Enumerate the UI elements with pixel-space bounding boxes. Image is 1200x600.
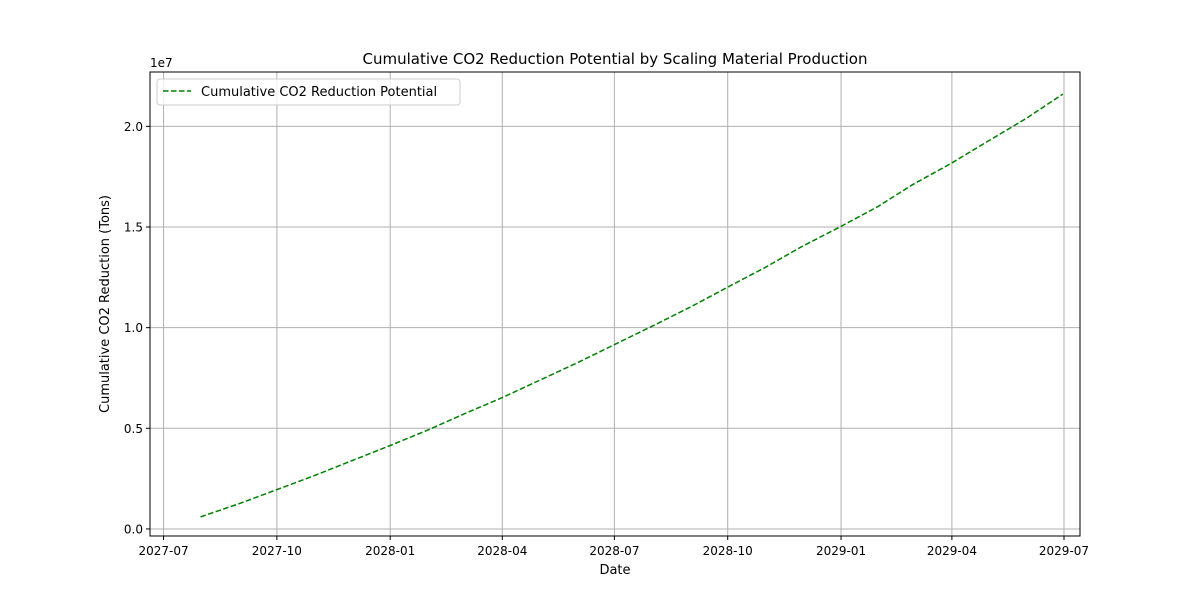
x-tick-label: 2029-07 bbox=[1039, 544, 1089, 558]
legend: Cumulative CO2 Reduction Potential bbox=[156, 78, 461, 106]
y-tick-label: 0.5 bbox=[124, 422, 143, 436]
series-layer bbox=[200, 93, 1064, 518]
x-tick-label: 2028-10 bbox=[703, 544, 753, 558]
y-tick-label: 0.0 bbox=[124, 522, 143, 536]
series-line bbox=[200, 93, 1064, 518]
ticks: 2027-07 2027-10 2028-01 2028-04 2028-07 2028-… bbox=[124, 120, 1089, 558]
plot-frame bbox=[149, 71, 1081, 537]
x-tick-label: 2029-04 bbox=[927, 544, 977, 558]
legend-box bbox=[156, 78, 461, 106]
chart-title: Cumulative CO2 Reduction Potential by Sc… bbox=[363, 50, 868, 68]
x-axis-label: Date bbox=[599, 563, 630, 578]
x-tick-label: 2029-01 bbox=[816, 544, 866, 558]
y-offset-label: 1e7 bbox=[150, 56, 173, 70]
grid bbox=[150, 72, 1080, 536]
y-axis-label: Cumulative CO2 Reduction (Tons) bbox=[98, 195, 113, 413]
x-tick-label: 2028-07 bbox=[589, 544, 639, 558]
x-tick-label: 2027-07 bbox=[138, 544, 188, 558]
x-tick-label: 2028-01 bbox=[365, 544, 415, 558]
x-tick-label: 2027-10 bbox=[252, 544, 302, 558]
y-tick-label: 1.0 bbox=[124, 321, 143, 335]
x-tick-label: 2028-04 bbox=[477, 544, 527, 558]
y-tick-label: 2.0 bbox=[124, 120, 143, 134]
y-tick-label: 1.5 bbox=[124, 221, 143, 235]
legend-label: Cumulative CO2 Reduction Potential bbox=[201, 85, 437, 100]
